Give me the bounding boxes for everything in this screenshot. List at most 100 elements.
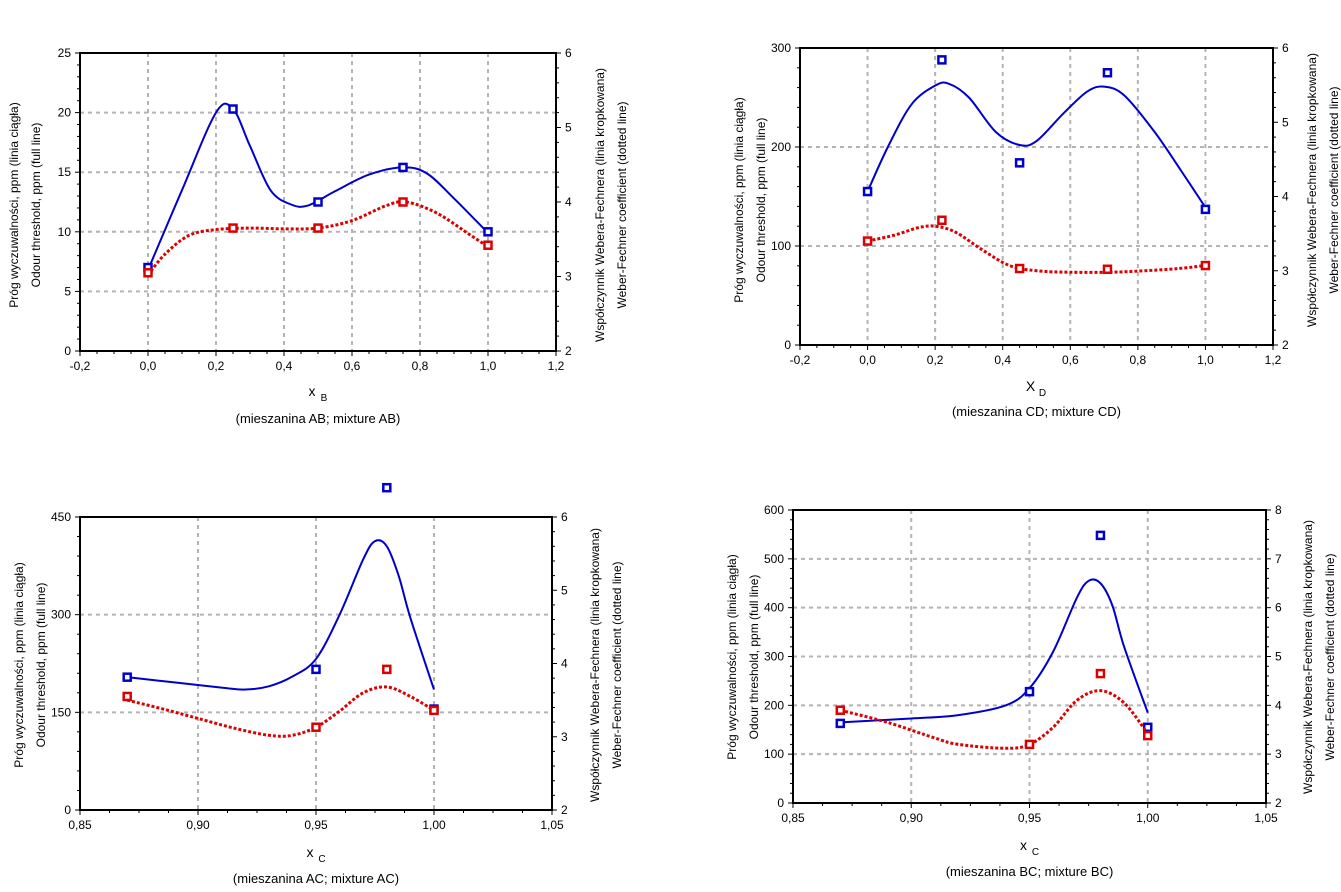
x-tick-label: 0,4 [276, 359, 293, 373]
chart-caption: (mieszanina CD; mixture CD) [952, 404, 1121, 419]
x-tick-label: 1,05 [1254, 811, 1278, 825]
x-axis-label-subscript: B [321, 393, 328, 404]
x-tick-label: 1,00 [422, 818, 446, 832]
y-tick-label: 200 [764, 698, 784, 712]
plot-frame [799, 47, 1274, 346]
y-tick-label: 0 [64, 344, 71, 358]
weber-fechner-point [862, 236, 873, 246]
y2-axis-label-english: Weber-Fechner coefficient (dotted line) [1327, 87, 1341, 294]
y-tick-label: 150 [51, 705, 71, 719]
x-tick-label: 0,0 [140, 359, 157, 373]
y-axis-label-english: Odour threshold, ppm (full line) [29, 123, 43, 288]
odour-threshold-point [122, 672, 132, 682]
y2-tick-label: 4 [565, 195, 572, 209]
x-axis-label: x [307, 844, 314, 860]
y2-tick-label: 3 [561, 730, 568, 744]
odour-threshold-point [1095, 530, 1106, 541]
y2-tick-label: 6 [1282, 41, 1289, 55]
y-tick-label: 25 [58, 46, 72, 60]
y-axis-label-english: Odour threshold, ppm (full line) [747, 575, 761, 740]
x-tick-label: 1,0 [480, 359, 497, 373]
x-axis-label: X [1026, 378, 1036, 394]
y2-tick-label: 5 [561, 583, 568, 597]
x-tick-label: 0,8 [1130, 353, 1147, 367]
weber-fechner-curve [867, 224, 1206, 274]
y2-tick-label: 2 [561, 803, 568, 817]
weber-fechner-point [429, 705, 439, 716]
odour-threshold-point [228, 104, 238, 114]
y2-axis-label-english: Weber-Fechner coefficient (dotted line) [610, 562, 624, 769]
y-tick-label: 10 [58, 225, 72, 239]
odour-threshold-point [1024, 686, 1035, 697]
y2-tick-label: 5 [565, 121, 572, 135]
y2-tick-label: 3 [1275, 747, 1282, 761]
x-tick-label: 0,6 [1062, 353, 1079, 367]
chart-2: 0,85 0,90 0,95 1,00 1,05 0 150 300 450 2 3 4 5 6 x C (mi… [12, 482, 624, 886]
y-tick-label: 450 [51, 510, 71, 524]
x-tick-label: 0,0 [859, 353, 876, 367]
y2-tick-label: 5 [1275, 650, 1282, 664]
y2-tick-label: 3 [1282, 264, 1289, 278]
x-tick-label: 0,85 [68, 818, 92, 832]
weber-fechner-point [228, 223, 238, 233]
odour-threshold-point [313, 197, 323, 207]
weber-fechner-point [382, 664, 392, 675]
odour-threshold-point [398, 162, 408, 173]
y-tick-label: 15 [58, 165, 72, 179]
weber-fechner-point [1095, 668, 1106, 679]
chart-caption: (mieszanina AB; mixture AB) [236, 411, 401, 426]
y-axis-label-polish: Próg wyczuwalności, ppm (linia ciągła) [12, 562, 26, 767]
y2-tick-label: 8 [1275, 503, 1282, 517]
x-tick-label: -0,2 [70, 359, 91, 373]
y2-tick-label: 4 [1282, 190, 1289, 204]
y2-tick-label: 6 [565, 46, 572, 60]
x-tick-label: -0,2 [790, 353, 811, 367]
x-tick-label: 0,6 [344, 359, 361, 373]
weber-fechner-point [483, 240, 493, 250]
odour-threshold-point [1143, 722, 1153, 733]
odour-threshold-point [382, 482, 392, 493]
y2-tick-label: 5 [1282, 115, 1289, 129]
y-tick-label: 300 [771, 41, 791, 55]
odour-threshold-point [1200, 204, 1211, 215]
y-axis-label-polish: Próg wyczuwalności, ppm (linia ciągła) [7, 102, 21, 307]
y-tick-label: 100 [764, 747, 784, 761]
y-tick-label: 0 [64, 803, 71, 817]
y2-tick-label: 4 [561, 657, 568, 671]
weber-fechner-curve [146, 200, 489, 276]
x-axis-label-subscript: D [1039, 388, 1046, 399]
x-axis-label-subscript: C [1032, 847, 1039, 858]
x-tick-label: 0,4 [994, 353, 1011, 367]
y-axis-label-polish: Próg wyczuwalności, ppm (linia ciągła) [725, 554, 739, 759]
odour-threshold-curve [840, 578, 1149, 724]
x-tick-label: 0,90 [186, 818, 210, 832]
weber-fechner-curve [126, 685, 435, 738]
y2-tick-label: 4 [1275, 698, 1282, 712]
y2-tick-label: 3 [565, 270, 572, 284]
odour-threshold-point [862, 186, 873, 197]
odour-threshold-point [835, 718, 846, 729]
weber-fechner-point [937, 215, 947, 226]
weber-fechner-point [1143, 730, 1153, 741]
x-tick-label: 0,2 [927, 353, 944, 367]
y-tick-label: 200 [771, 140, 791, 154]
chart-0: -0,2 0,0 0,2 0,4 0,6 0,8 1,0 1,2 0 5 10 15 20 25 2 3 4 5 6… [7, 46, 629, 426]
chart-3: 0,85 0,90 0,95 1,00 1,05 0 100 200 300 400 500 600 2… [725, 503, 1337, 879]
x-axis-label-subscript: C [318, 854, 325, 865]
weber-fechner-point [1200, 260, 1211, 271]
odour-threshold-point [311, 664, 321, 675]
chart-caption: (mieszanina BC; mixture BC) [946, 864, 1114, 879]
weber-fechner-point [1024, 739, 1035, 750]
x-tick-label: 1,05 [540, 818, 564, 832]
chart-caption: (mieszanina AC; mixture AC) [233, 871, 399, 886]
y-tick-label: 0 [784, 338, 791, 352]
x-tick-label: 1,2 [548, 359, 565, 373]
x-tick-label: 0,90 [900, 811, 924, 825]
odour-threshold-curve [127, 539, 435, 691]
x-tick-label: 1,00 [1136, 811, 1160, 825]
weber-fechner-point [313, 223, 323, 233]
y-tick-label: 100 [771, 239, 791, 253]
y-tick-label: 300 [51, 608, 71, 622]
y2-tick-label: 2 [565, 344, 572, 358]
